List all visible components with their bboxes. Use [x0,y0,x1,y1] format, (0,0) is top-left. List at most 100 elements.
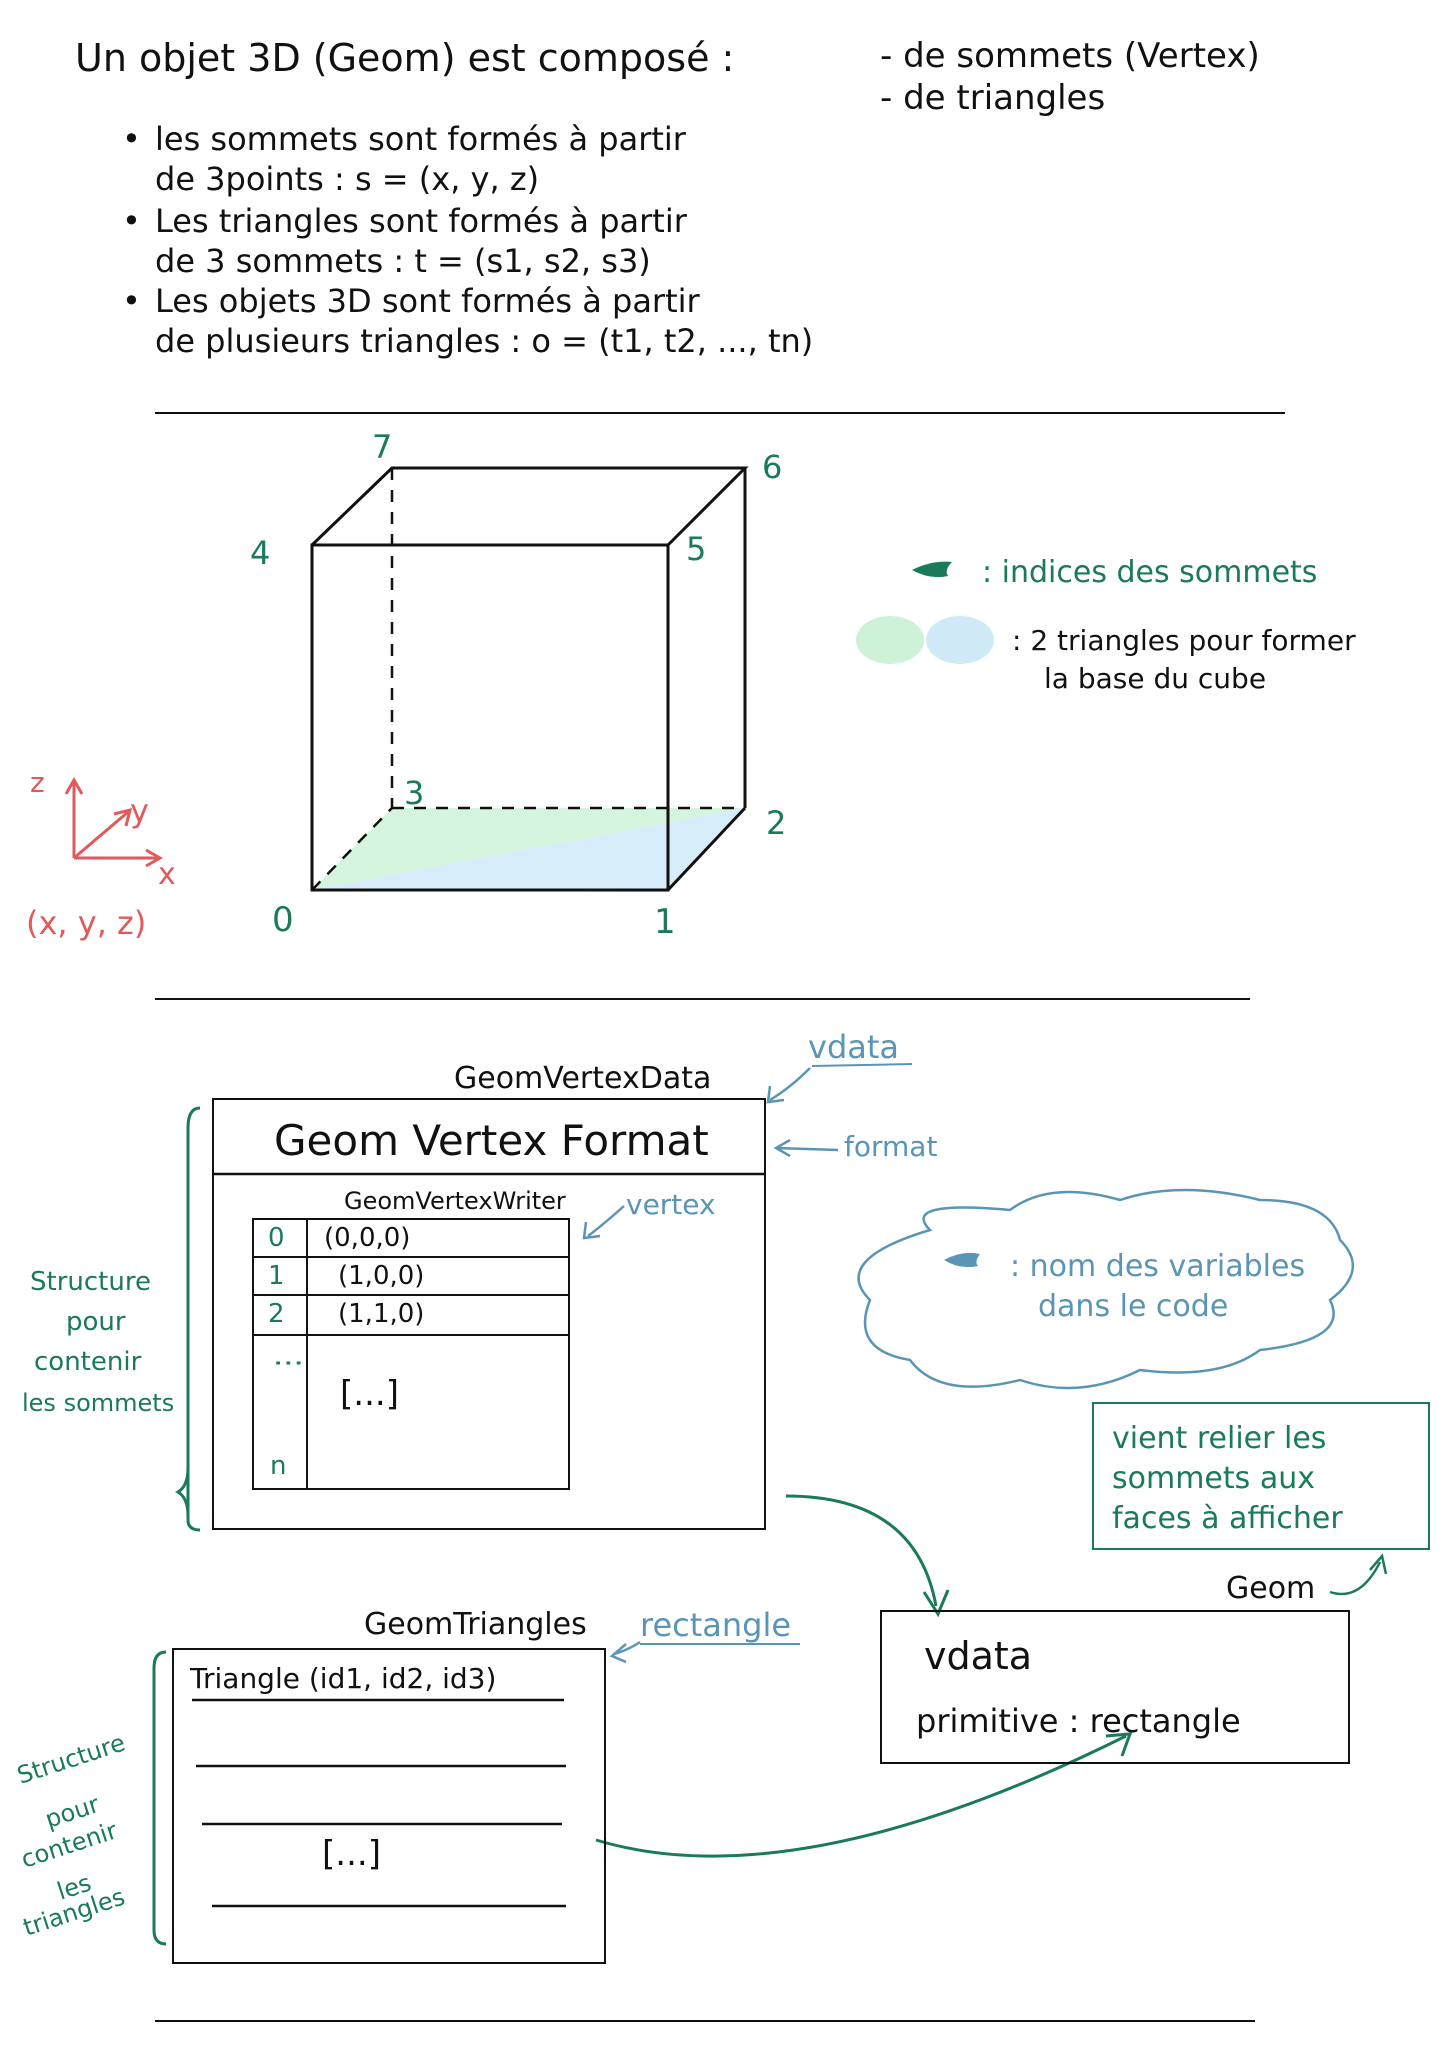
legend-triangles-line2: la base du cube [1044,662,1267,695]
cloud-mark [944,1252,980,1268]
vertex-ellipsis: [...] [340,1374,399,1414]
vertex-row-value: (1,1,0) [338,1299,425,1329]
bullet-3-line1: Les objets 3D sont formés à partir [155,282,700,320]
vertex-arrow-head [582,1221,601,1240]
intro-line: Un objet 3D (Geom) est composé : [75,36,735,80]
vertex-label-6: 6 [762,448,783,486]
rectangle-arrow-head [609,1643,627,1664]
geom-note-line2: sommets aux [1112,1461,1315,1496]
vertex-structure-note-4: les sommets [22,1389,175,1417]
triangle-structure-brace [152,1650,167,1946]
bullet-2-line2: de 3 sommets : t = (s1, s2, s3) [155,242,651,280]
bullet-2-line1: Les triangles sont formés à partir [155,202,687,240]
vertex-label-2: 2 [766,804,787,842]
vertex-label-4: 4 [250,534,271,572]
geom-triangles-label: GeomTriangles [364,1607,587,1642]
geom-vertex-data-box [212,1098,766,1530]
axis-x-arrow [145,848,164,868]
geom-note-box: vient relier les sommets aux faces à aff… [1092,1402,1430,1550]
vertex-row-value: (1,0,0) [338,1261,425,1291]
bullet-3-dot: • [122,282,141,320]
bullet-1-dot: • [122,120,141,158]
vertex-label-5: 5 [686,530,707,568]
vdata-underline [811,1063,913,1067]
vdata-to-geom-arrow [785,1494,938,1607]
cloud-shape [857,1188,1355,1390]
vertex-structure-note-2: pour [66,1307,126,1337]
vdata-arrow [769,1067,811,1102]
bullet-3-line2: de plusieurs triangles : o = (t1, t2, ..… [155,322,814,360]
legend-light-blue-blob [926,616,994,664]
table-row: 2 (1,1,0) [254,1296,568,1336]
base-triangle-blue [312,808,745,892]
legend-light-green-blob [856,616,924,664]
geom-box-primitive: primitive : rectangle [916,1702,1241,1740]
var-vdata: vdata [808,1028,900,1066]
bullet-1-line2: de 3points : s = (x, y, z) [155,160,540,198]
bullet-1-line1: les sommets sont formés à partir [155,120,686,158]
triangle-header: Triangle (id1, id2, id3) [190,1662,497,1695]
divider-3 [155,2020,1255,2022]
divider-2 [155,998,1250,1000]
vdata-to-geom-arrow-head [922,1589,950,1618]
vdata-arrow-head [766,1085,785,1104]
table-row: 0 (0,0,0) [254,1220,568,1258]
vertex-label-0: 0 [272,900,294,940]
format-arrow-head [773,1138,791,1158]
vertex-label-1: 1 [654,902,676,942]
geom-vertex-format-label: Geom Vertex Format [274,1116,709,1165]
vertex-arrow [587,1205,625,1237]
axis-y-arrow [113,807,133,827]
axis-z-label: z [30,766,45,799]
cube-front-face [310,543,670,892]
geom-vertex-writer-label: GeomVertexWriter [344,1187,566,1215]
vertex-row-dots: ⋮ [271,1348,306,1384]
var-format: format [844,1130,938,1163]
vertex-table-index-divider [306,1220,308,1488]
vertex-structure-note-3: contenir [34,1347,142,1377]
vertex-row-index: 1 [268,1261,285,1291]
axis-caption: (x, y, z) [26,904,147,942]
cloud-note-line1: : nom des variables [1010,1249,1306,1284]
divider-1 [155,412,1285,414]
var-vertex: vertex [626,1188,716,1221]
vertex-table: 0 (0,0,0) 1 (1,0,0) 2 (1,1,0) ⋮ [...] n [252,1218,570,1490]
geom-box-vdata: vdata [924,1634,1033,1678]
vertex-structure-brace-lower [186,1400,201,1532]
format-arrow [775,1146,839,1152]
vertex-row-value: (0,0,0) [324,1223,411,1253]
vertex-last-index: n [270,1451,287,1481]
axis-y-line [73,810,129,860]
axis-y-label: y [130,792,149,830]
vertex-row-index: 0 [268,1223,285,1253]
cube-top-edges [310,466,749,547]
triangle-ellipsis: [...] [322,1834,381,1874]
triangles-to-primitive-arrow-head [1105,1732,1133,1757]
vertex-label-3: 3 [404,774,425,812]
table-row: 1 (1,0,0) [254,1258,568,1296]
cube-bottom-right-edge [666,806,747,892]
triangles-to-primitive-arrow [595,1734,1127,1858]
vertex-label-7: 7 [372,428,393,466]
legend-triangles-line1: : 2 triangles pour former [1012,624,1356,657]
legend-indices: : indices des sommets [982,555,1318,590]
geom-label: Geom [1226,1571,1316,1606]
vertex-structure-note-1: Structure [30,1267,151,1297]
axis-z-arrow [64,776,84,795]
geom-box: vdata primitive : rectangle [880,1610,1350,1764]
hidden-edge-left [311,807,393,891]
intro-item-vertex: - de sommets (Vertex) [880,36,1260,76]
vertex-row-index: 2 [268,1299,285,1329]
geom-vertex-data-label: GeomVertexData [454,1061,712,1096]
bullet-2-dot: • [122,202,141,240]
legend-green-mark [912,561,952,578]
cloud-note-line2: dans le code [1038,1289,1229,1324]
axis-x-label: x [158,857,176,892]
var-rectangle: rectangle [640,1606,792,1644]
intro-item-triangles: - de triangles [880,78,1106,118]
geom-note-line3: faces à afficher [1112,1501,1343,1536]
geom-label-arrow [1329,1561,1382,1596]
